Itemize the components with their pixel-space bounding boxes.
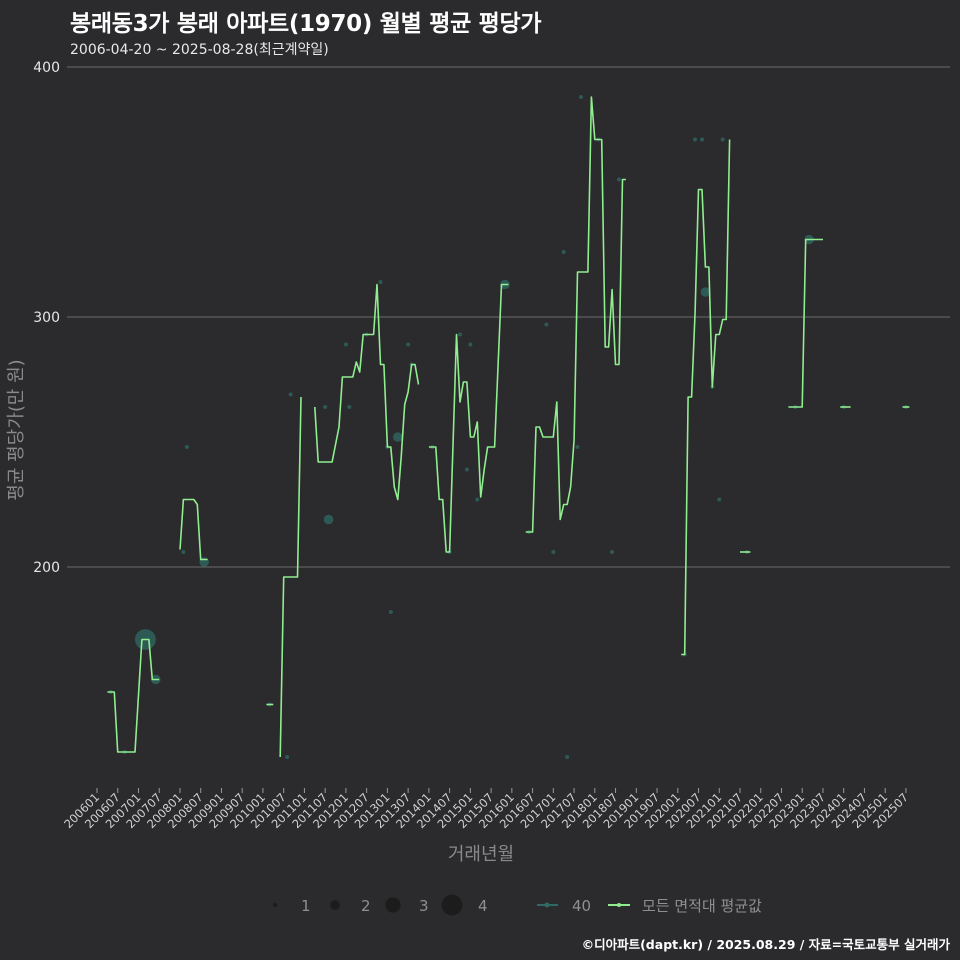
point-37 (617, 177, 622, 182)
average-line-segment-0 (107, 638, 160, 753)
chart-title: 봉래동3가 봉래 아파트(1970) 월별 평균 평당가 (70, 11, 542, 37)
point-25 (468, 342, 473, 347)
line-series (107, 96, 910, 758)
average-line-segment-7 (681, 139, 731, 656)
point-34 (578, 95, 583, 99)
point-44 (720, 137, 725, 142)
legend-label-average: 모든 면적대 평균값 (642, 897, 762, 915)
y-tick-400: 400 (33, 60, 60, 76)
legend-size-key-4 (441, 894, 463, 916)
legend-size-label-4: 4 (478, 897, 488, 915)
average-line-segment-1 (179, 498, 208, 561)
point-23 (457, 332, 462, 337)
point-12 (343, 342, 348, 347)
point-41 (700, 287, 711, 297)
legend-size-key-2 (330, 900, 340, 910)
point-24 (464, 467, 469, 472)
legend-size-key-1 (273, 903, 277, 907)
point-series (108, 95, 908, 759)
legend-size-label-2: 2 (361, 897, 371, 915)
chart-subtitle: 2006-04-20 ~ 2025-08-28(최근계약일) (70, 42, 329, 58)
point-36 (610, 550, 615, 554)
average-line-segment-5 (428, 283, 509, 553)
y-tick-labels: 200 300 400 (33, 60, 60, 576)
legend-key-average-dot (617, 903, 621, 907)
legend-size-key-3 (385, 897, 401, 913)
point-5 (184, 445, 189, 449)
x-tick-labels: 2006012006072007012007072008012008072009… (61, 788, 911, 831)
legend-label-40: 40 (572, 897, 591, 915)
average-line-segment-6 (525, 96, 626, 533)
y-axis-title: 평균 평당가(만 원) (6, 359, 27, 500)
legend: 1 2 3 4 40 모든 면적대 평균값 (273, 894, 762, 916)
point-29 (544, 322, 549, 327)
point-13 (347, 405, 352, 409)
point-43 (717, 497, 722, 502)
source-caption: ©디아파트(dapt.kr) / 2025.08.29 / 자료=국토교통부 실… (581, 937, 950, 952)
grid-lines (67, 66, 950, 568)
point-30 (551, 550, 556, 554)
point-32 (565, 755, 570, 759)
y-tick-200: 200 (33, 560, 60, 576)
point-18 (392, 432, 403, 442)
y-tick-300: 300 (33, 310, 60, 326)
point-11 (323, 514, 334, 525)
point-33 (575, 445, 580, 449)
point-19 (406, 342, 411, 347)
point-40 (699, 137, 704, 142)
average-line-segment-9 (788, 238, 823, 408)
legend-key-40-dot (544, 902, 550, 908)
average-line-segment-4 (314, 283, 420, 501)
point-9 (288, 392, 293, 397)
legend-size-label-1: 1 (301, 897, 311, 915)
point-4 (181, 550, 186, 554)
point-39 (693, 137, 698, 142)
legend-size-label-3: 3 (419, 897, 429, 915)
point-15 (378, 280, 383, 284)
point-10 (323, 405, 328, 409)
point-17 (388, 610, 393, 614)
point-8 (285, 755, 290, 759)
x-axis-title: 거래년월 (448, 844, 514, 865)
point-31 (561, 250, 566, 254)
average-line-segment-3 (279, 396, 302, 758)
point-26 (475, 497, 480, 502)
